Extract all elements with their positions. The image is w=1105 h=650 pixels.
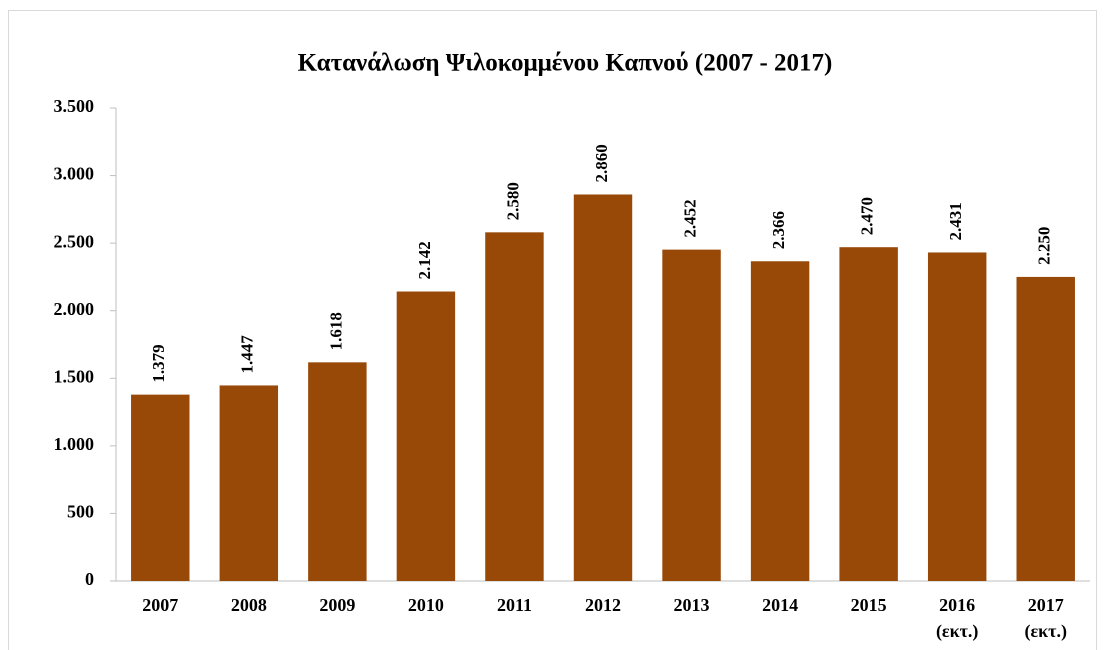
value-label: 2.452 <box>680 199 699 237</box>
y-tick-label: 2.500 <box>54 231 95 251</box>
x-tick-label: 2013 <box>674 595 710 615</box>
value-label: 1.379 <box>149 344 168 382</box>
bar <box>131 394 190 581</box>
y-tick-label: 1.000 <box>54 434 95 454</box>
y-tick-label: 1.500 <box>54 366 95 386</box>
value-label: 2.431 <box>946 202 965 240</box>
bar <box>1016 276 1075 581</box>
x-tick-label: 2016 (εκτ.) <box>936 595 978 642</box>
x-tick-label: 2010 <box>408 595 444 615</box>
x-tick-label: 2009 <box>319 595 355 615</box>
bar <box>750 261 810 581</box>
x-tick-label: 2007 <box>142 595 178 615</box>
bar <box>485 232 544 581</box>
y-tick-label: 0 <box>85 569 94 589</box>
value-label: 2.470 <box>858 197 877 235</box>
bar <box>839 247 898 581</box>
x-tick-label: 2015 <box>851 595 887 615</box>
y-tick-label: 2.000 <box>54 299 95 319</box>
x-tick-label: 2008 <box>231 595 267 615</box>
value-label: 2.250 <box>1035 227 1054 265</box>
chart-frame <box>8 10 1097 650</box>
value-label: 2.860 <box>592 144 611 182</box>
x-tick-label: 2011 <box>497 595 532 615</box>
bar <box>573 194 633 581</box>
value-label: 2.366 <box>769 211 788 249</box>
y-tick-label: 500 <box>67 502 94 522</box>
bar <box>662 249 721 582</box>
value-label: 2.580 <box>503 182 522 220</box>
value-label: 1.618 <box>326 312 345 350</box>
value-label: 1.447 <box>238 335 257 374</box>
x-tick-label: 2012 <box>585 595 621 615</box>
x-tick-label: 2014 <box>762 595 798 615</box>
bar <box>219 385 279 581</box>
x-tick-label: 2017 (εκτ.) <box>1024 595 1066 642</box>
y-tick-label: 3.000 <box>54 164 95 184</box>
bar <box>396 291 456 581</box>
value-label: 2.142 <box>415 241 434 279</box>
bar <box>308 362 367 581</box>
y-tick-label: 3.500 <box>54 96 95 116</box>
chart-title: Κατανάλωση Ψιλοκομμένου Καπνού (2007 - 2… <box>298 50 833 77</box>
bar <box>927 252 987 581</box>
